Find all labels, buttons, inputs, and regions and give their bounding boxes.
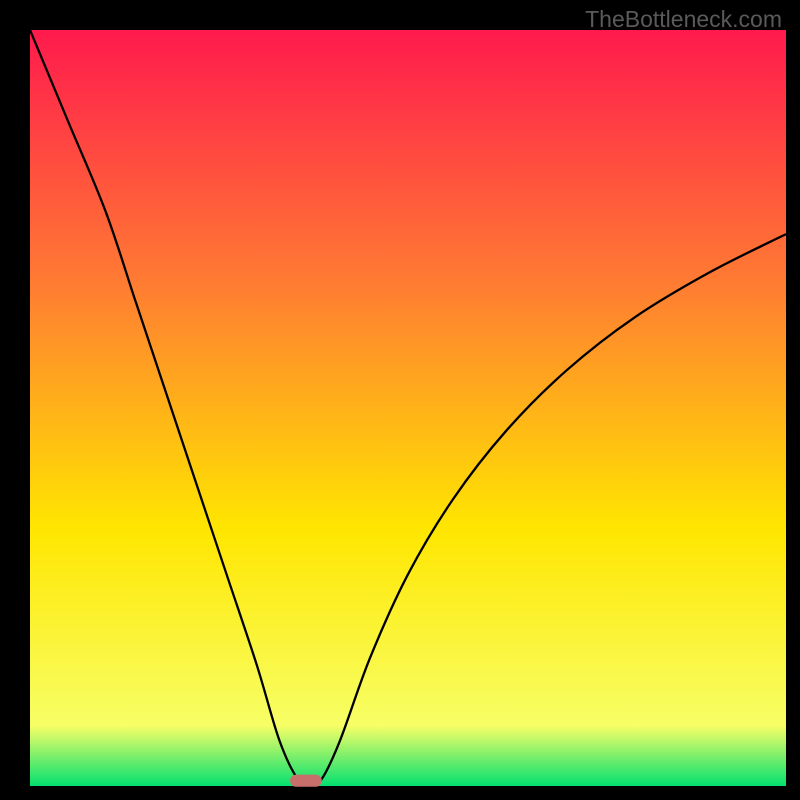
curve-path [30,30,786,784]
chart-container: TheBottleneck.com [0,0,800,800]
min-marker [290,775,322,787]
bottleneck-curve [0,0,800,800]
